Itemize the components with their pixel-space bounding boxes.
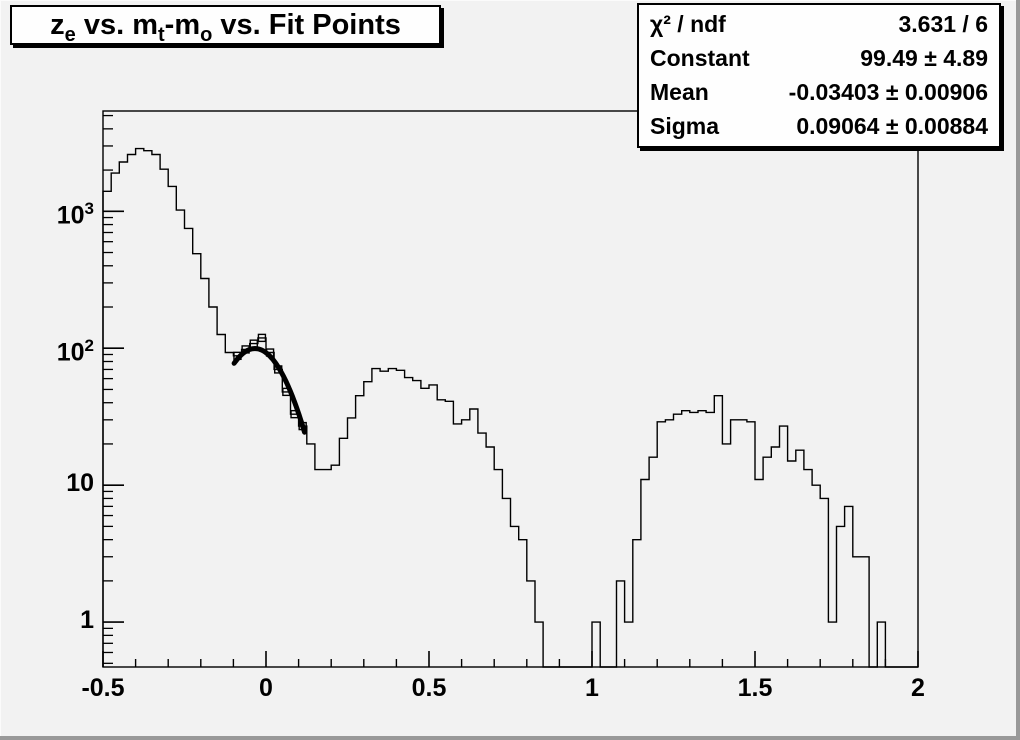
plot-title: ze vs. mt-mo vs. Fit Points — [50, 8, 401, 45]
y-axis-tick-label: 10 — [66, 469, 94, 498]
y-axis-tick-label: 103 — [56, 199, 94, 230]
stat-row-mean: Mean -0.03403 ± 0.00906 — [650, 79, 988, 106]
stat-label-sigma: Sigma — [650, 112, 720, 139]
stat-row-sigma: Sigma 0.09064 ± 0.00884 — [650, 113, 988, 140]
title-box: ze vs. mt-mo vs. Fit Points — [10, 5, 441, 45]
stat-row-constant: Constant 99.49 ± 4.89 — [650, 45, 988, 72]
fit-point-marker — [290, 409, 299, 419]
title-subscript: e — [64, 23, 76, 46]
title-text-segment: z — [50, 8, 65, 41]
fit-point-marker — [249, 339, 258, 348]
title-subscript: o — [200, 23, 213, 46]
x-axis-tick-label: -0.5 — [81, 674, 125, 702]
stat-row-chi2: χ² / ndf 3.631 / 6 — [650, 11, 988, 38]
x-axis-tick-label: 1 — [585, 674, 599, 702]
x-axis-tick-label: 0 — [259, 674, 273, 702]
y-axis-tick-label: 1 — [80, 606, 94, 635]
stat-label-mean: Mean — [650, 78, 709, 105]
fit-point-marker — [298, 421, 307, 431]
fit-point-marker — [233, 351, 242, 361]
stat-value-constant: 99.49 ± 4.89 — [860, 45, 988, 72]
stats-box: χ² / ndf 3.631 / 6 Constant 99.49 ± 4.89… — [637, 3, 1001, 148]
x-axis-tick-label: 1.5 — [737, 674, 773, 702]
stat-label-constant: Constant — [650, 45, 750, 72]
y-axis-tick-label: 102 — [56, 336, 94, 367]
stat-label-chi2: χ² / ndf — [650, 11, 726, 38]
fit-point-marker — [241, 345, 250, 354]
stat-value-chi2: 3.631 / 6 — [898, 11, 988, 38]
title-text-segment: vs. Fit Points — [212, 8, 401, 41]
x-axis-tick-label: 0.5 — [411, 674, 447, 702]
x-axis-tick-label: 2 — [911, 674, 925, 702]
fit-point-marker — [257, 333, 267, 343]
fit-point-marker — [265, 348, 275, 357]
stat-value-sigma: 0.09064 ± 0.00884 — [796, 112, 988, 139]
fit-point-marker — [274, 365, 283, 374]
fit-point-marker — [282, 387, 291, 397]
plot-frame — [102, 110, 919, 668]
histogram-step-line — [102, 147, 918, 668]
title-text-segment: vs. m — [75, 8, 158, 41]
title-subscript: t — [157, 23, 165, 46]
title-text-segment: -m — [164, 8, 201, 41]
gaussian-fit-curve — [231, 345, 307, 435]
stat-value-mean: -0.03403 ± 0.00906 — [788, 78, 988, 105]
